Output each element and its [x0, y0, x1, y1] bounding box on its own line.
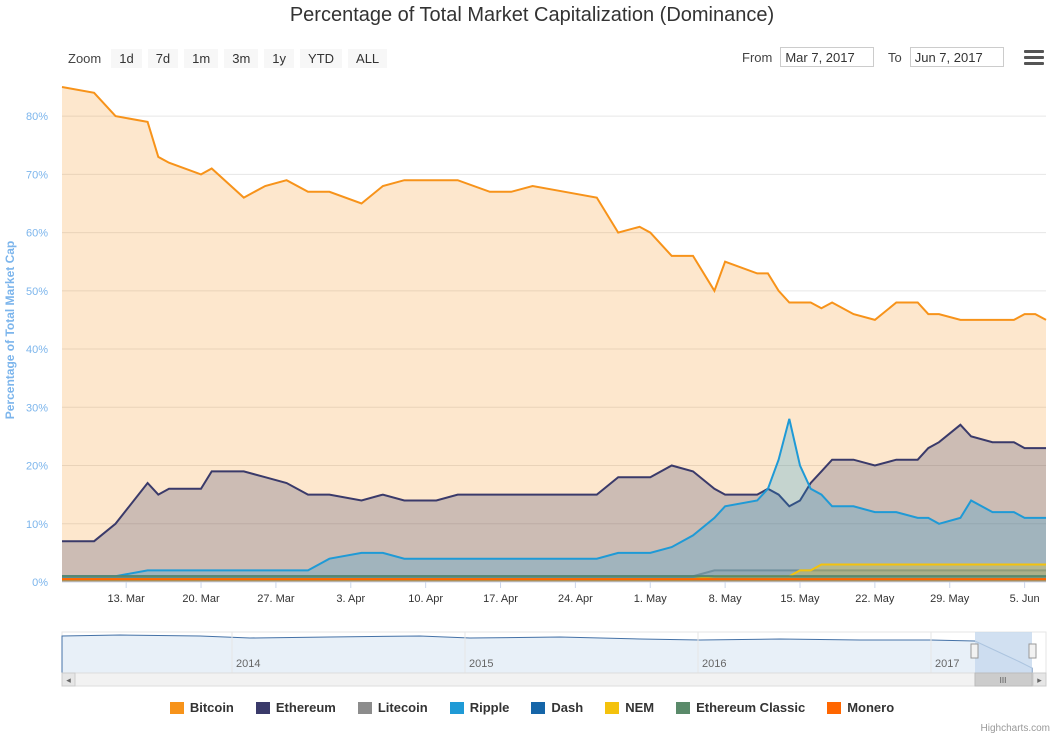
- navigator[interactable]: 2014 2015 2016 2017 ◂ III ▸: [61, 631, 1047, 687]
- y-tick-label: 80%: [26, 111, 48, 123]
- navigator-series: [61, 634, 1033, 674]
- chart-legend: Bitcoin Ethereum Litecoin Ripple Dash NEM Ethe…: [0, 700, 1064, 715]
- legend-item-bitcoin[interactable]: Bitcoin: [169, 700, 234, 715]
- x-tick-label: 17. Apr: [483, 593, 518, 605]
- scroll-right-arrow-icon: ▸: [1037, 675, 1042, 685]
- y-tick-label: 0%: [32, 577, 48, 589]
- range-to: To: [888, 47, 1004, 67]
- y-tick-label: 40%: [26, 344, 48, 356]
- to-label: To: [888, 49, 902, 65]
- legend-item-dash[interactable]: Dash: [531, 700, 583, 715]
- series-areas: [61, 86, 1047, 582]
- navigator-year-label: 2014: [236, 658, 260, 670]
- y-axis-ticks: 0% 10% 20% 30% 40% 50% 60% 70% 80%: [26, 111, 48, 589]
- y-tick-label: 30%: [26, 402, 48, 414]
- x-tick-label: 22. May: [855, 593, 895, 605]
- legend-label: Monero: [847, 700, 895, 715]
- navigator-right-handle[interactable]: [1028, 643, 1037, 659]
- to-date-input[interactable]: [909, 47, 1004, 67]
- y-tick-label: 50%: [26, 286, 48, 298]
- y-tick-label: 60%: [26, 228, 48, 240]
- legend-item-ethereum-classic[interactable]: Ethereum Classic: [676, 700, 805, 715]
- zoom-ytd-button[interactable]: YTD: [300, 48, 343, 68]
- range-from: From: [742, 47, 875, 67]
- credits-link[interactable]: Highcharts.com: [980, 723, 1050, 734]
- legend-item-monero[interactable]: Monero: [827, 700, 894, 715]
- zoom-1y-button[interactable]: 1y: [264, 48, 295, 68]
- legend-swatch: [827, 701, 842, 714]
- y-tick-label: 20%: [26, 461, 48, 473]
- y-tick-label: 10%: [26, 519, 48, 531]
- x-tick-label: 3. Apr: [336, 593, 365, 605]
- legend-swatch: [255, 701, 270, 714]
- series-area-nem: [62, 564, 1046, 582]
- scrollbar-right-arrow[interactable]: [1032, 672, 1047, 687]
- zoom-all-button[interactable]: ALL: [348, 48, 388, 68]
- legend-swatch: [449, 701, 464, 714]
- series-line-ripple[interactable]: [62, 418, 1046, 578]
- chart-svg: 0% 10% 20% 30% 40% 50% 60% 70% 80% 13. Mar 20. Ma…: [3, 86, 1047, 687]
- zoom-bar: Zoom 1d 7d 1m 3m 1y YTD ALL: [68, 47, 388, 69]
- zoom-7d-button[interactable]: 7d: [147, 48, 179, 68]
- hamburger-menu-icon[interactable]: [1024, 50, 1044, 66]
- y-axis-label: Percentage of Total Market Cap: [3, 241, 17, 420]
- series-line-ethereum[interactable]: [62, 423, 1046, 543]
- legend-swatch: [676, 701, 691, 714]
- series-area-ripple: [62, 418, 1046, 582]
- x-tick-label: 27. Mar: [257, 593, 295, 605]
- scrollbar-grip: III: [1000, 676, 1007, 685]
- navigator-year-label: 2017: [935, 658, 959, 670]
- scroll-left-arrow-icon: ◂: [66, 675, 71, 685]
- navigator-year-labels: 2014 2015 2016 2017: [231, 632, 959, 673]
- legend-label: Ethereum Classic: [696, 700, 806, 715]
- zoom-3m-button[interactable]: 3m: [224, 48, 259, 68]
- legend-swatch: [605, 701, 620, 714]
- legend-item-nem[interactable]: NEM: [605, 700, 654, 715]
- x-tick-label: 20. Mar: [182, 593, 220, 605]
- y-tick-label: 70%: [26, 169, 48, 181]
- scrollbar-thumb[interactable]: [974, 672, 1033, 687]
- x-tick-label: 8. May: [709, 593, 743, 605]
- legend-label: Bitcoin: [189, 700, 234, 715]
- x-tick-label: 10. Apr: [408, 593, 443, 605]
- legend-swatch: [169, 701, 184, 714]
- series-line-bitcoin[interactable]: [61, 86, 1047, 321]
- legend-label: Litecoin: [377, 700, 428, 715]
- x-tick-label: 5. Jun: [1010, 593, 1040, 605]
- navigator-year-label: 2015: [469, 658, 493, 670]
- chart-title: Percentage of Total Market Capitalizatio…: [289, 4, 775, 26]
- legend-label: Ethereum: [275, 700, 336, 715]
- legend-label: Ripple: [469, 700, 510, 715]
- series-area-bitcoin: [62, 87, 1046, 582]
- legend-swatch: [531, 701, 546, 714]
- legend-label: NEM: [625, 700, 655, 715]
- legend-item-litecoin[interactable]: Litecoin: [357, 700, 428, 715]
- x-tick-label: 15. May: [780, 593, 820, 605]
- from-date-input[interactable]: [780, 47, 875, 67]
- x-tick-label: 1. May: [634, 593, 668, 605]
- legend-swatch: [357, 701, 372, 714]
- scrollbar-left-arrow[interactable]: [61, 672, 76, 687]
- x-tick-label: 29. May: [930, 593, 970, 605]
- navigator-scrollbar-track[interactable]: [61, 672, 1047, 687]
- x-tick-label: 13. Mar: [108, 593, 146, 605]
- from-label: From: [742, 49, 773, 65]
- zoom-1m-button[interactable]: 1m: [184, 48, 219, 68]
- x-tick-label: 24. Apr: [558, 593, 593, 605]
- series-area-ethereum: [62, 424, 1046, 582]
- zoom-1d-button[interactable]: 1d: [111, 48, 142, 68]
- navigator-left-handle[interactable]: [970, 643, 979, 659]
- legend-item-ethereum[interactable]: Ethereum: [255, 700, 336, 715]
- x-axis-ticks: 13. Mar 20. Mar 27. Mar 3. Apr 10. Apr 17. Ap…: [62, 581, 1046, 605]
- legend-label: Dash: [551, 700, 584, 715]
- zoom-label: Zoom: [68, 50, 102, 66]
- navigator-selected-range[interactable]: [975, 632, 1032, 673]
- legend-item-ripple[interactable]: Ripple: [449, 700, 510, 715]
- navigator-year-label: 2016: [702, 658, 726, 670]
